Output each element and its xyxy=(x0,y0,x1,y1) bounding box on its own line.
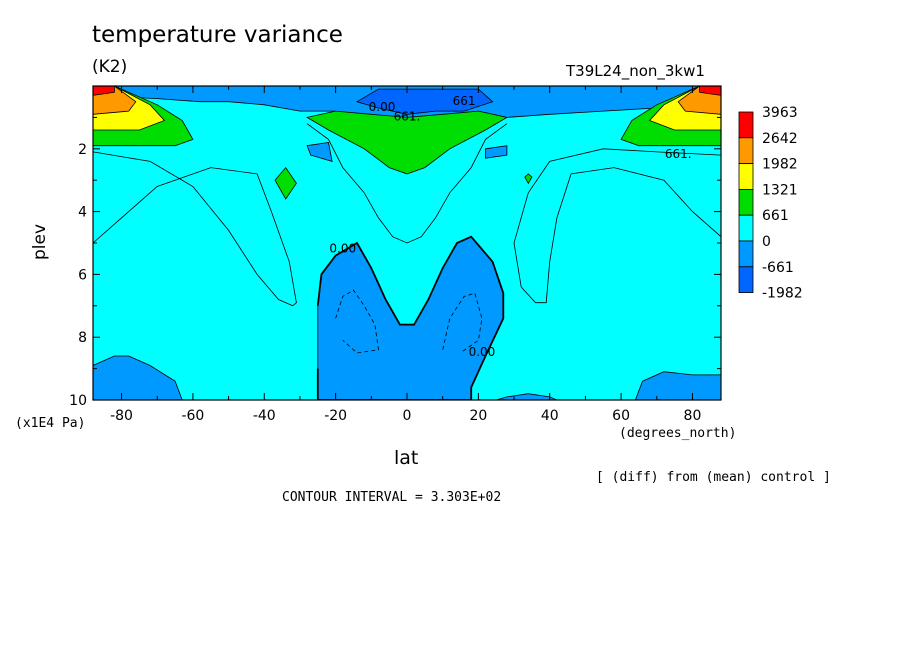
x-axis-unit: (degrees_north) xyxy=(619,426,737,441)
colorbar-label: 661 xyxy=(762,208,789,224)
contour-region xyxy=(306,110,508,175)
colorbar-label: 3963 xyxy=(762,105,798,121)
contour-region xyxy=(274,166,297,200)
contour-label: 661 xyxy=(453,94,476,108)
colorbar-swatch xyxy=(738,214,754,242)
contour-region xyxy=(699,86,721,96)
contour-line xyxy=(306,123,508,244)
colorbar-label: -1982 xyxy=(762,286,803,302)
y-tick-label: 10 xyxy=(69,393,87,409)
colorbar-swatch xyxy=(738,266,754,293)
x-tick-label: 40 xyxy=(541,408,559,424)
contour-line xyxy=(93,151,297,307)
y-tick-label: 8 xyxy=(78,330,87,346)
chart-title: temperature variance xyxy=(92,22,343,48)
contour-region xyxy=(524,173,533,185)
colorbar-label: 1321 xyxy=(762,182,798,198)
x-tick-label: -80 xyxy=(110,408,133,424)
contour-line xyxy=(335,289,379,354)
contour-label: 0.00 xyxy=(469,345,496,359)
y-axis-unit: (x1E4 Pa) xyxy=(15,416,86,431)
y-tick-label: 6 xyxy=(78,267,87,283)
contour-region xyxy=(93,86,115,96)
contour-region xyxy=(93,355,183,400)
chart-units: (K2) xyxy=(92,57,128,77)
colorbar-swatch xyxy=(738,240,754,268)
colorbar-swatch xyxy=(738,163,754,190)
contour-line xyxy=(513,148,721,304)
colorbar-swatch xyxy=(738,188,754,216)
x-tick-label: 20 xyxy=(469,408,487,424)
contour-label: 661. xyxy=(394,110,421,124)
contour-interval: CONTOUR INTERVAL = 3.303E+02 xyxy=(282,490,502,505)
y-tick-label: 2 xyxy=(78,142,87,158)
zero-contour xyxy=(316,235,505,400)
colorbar-swatch xyxy=(738,137,754,165)
contour-region xyxy=(496,393,558,400)
contour-label: 0.00 xyxy=(369,100,396,114)
diff-note: [ (diff) from (mean) control ] xyxy=(596,470,831,485)
x-tick-label: -40 xyxy=(253,408,276,424)
contour-label: 661. xyxy=(665,147,692,161)
contour-region xyxy=(355,88,494,115)
colorbar-label: 0 xyxy=(762,234,771,250)
colorbar-label: -661 xyxy=(762,260,794,276)
x-tick-label: 60 xyxy=(612,408,630,424)
x-tick-label: 80 xyxy=(684,408,702,424)
y-tick-label: 4 xyxy=(78,205,87,221)
x-tick-label: -20 xyxy=(324,408,347,424)
x-axis-label: lat xyxy=(394,447,419,469)
run-id: T39L24_non_3kw1 xyxy=(566,62,705,80)
contour-region xyxy=(306,142,333,162)
x-tick-label: -60 xyxy=(181,408,204,424)
contour-label: 0.00 xyxy=(329,241,356,255)
colorbar-label: 2642 xyxy=(762,131,798,147)
x-tick-label: 0 xyxy=(403,408,412,424)
colorbar-swatch xyxy=(738,111,754,139)
colorbar-label: 1982 xyxy=(762,157,798,173)
contour-region xyxy=(485,145,508,159)
contour-region xyxy=(634,371,721,400)
